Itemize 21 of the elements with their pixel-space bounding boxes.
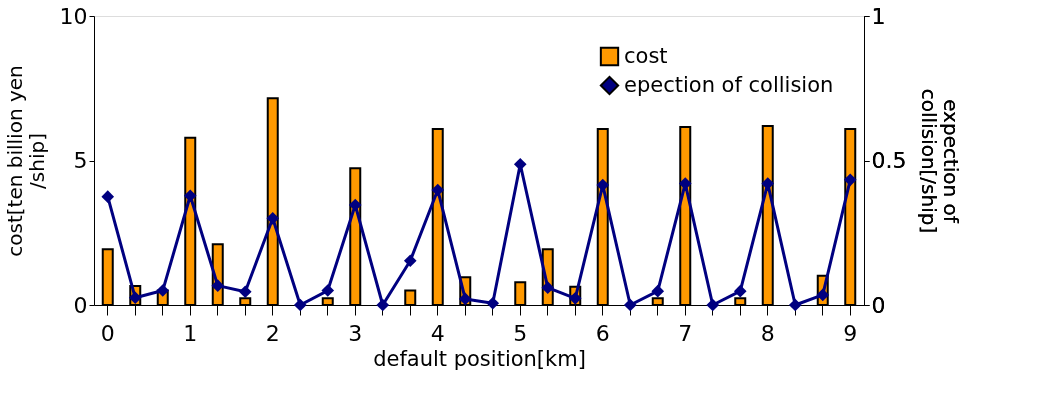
- x-tick-label: 2: [265, 320, 280, 346]
- y-tick-label: 5: [73, 148, 88, 173]
- y-tick-label: 10: [59, 3, 88, 29]
- x-tick-label: 0: [100, 320, 115, 346]
- y-axis-title: cost[ten billion yen /ship]: [2, 65, 49, 257]
- y2-tick-label: 0: [871, 292, 886, 318]
- x-tick-label: 8: [760, 320, 775, 346]
- x-axis-title: default position[km]: [373, 346, 586, 371]
- y2-tick-label: 1: [871, 3, 886, 29]
- x-tick-label: 6: [595, 320, 610, 346]
- x-tick-label: 7: [678, 320, 693, 346]
- y2-axis-title: expection of collision[/ship]: [917, 88, 964, 234]
- x-tick-label: 4: [430, 320, 445, 346]
- legend-label: cost: [624, 43, 668, 68]
- x-tick-label: 1: [183, 320, 198, 346]
- y2-tick-label: 0.5: [871, 148, 907, 173]
- y-tick-label: 0: [73, 292, 88, 318]
- x-tick-label: 5: [513, 320, 528, 346]
- legend-label: epection of collision: [624, 72, 834, 97]
- x-tick-label: 3: [348, 320, 363, 346]
- x-tick-label: 9: [843, 320, 858, 346]
